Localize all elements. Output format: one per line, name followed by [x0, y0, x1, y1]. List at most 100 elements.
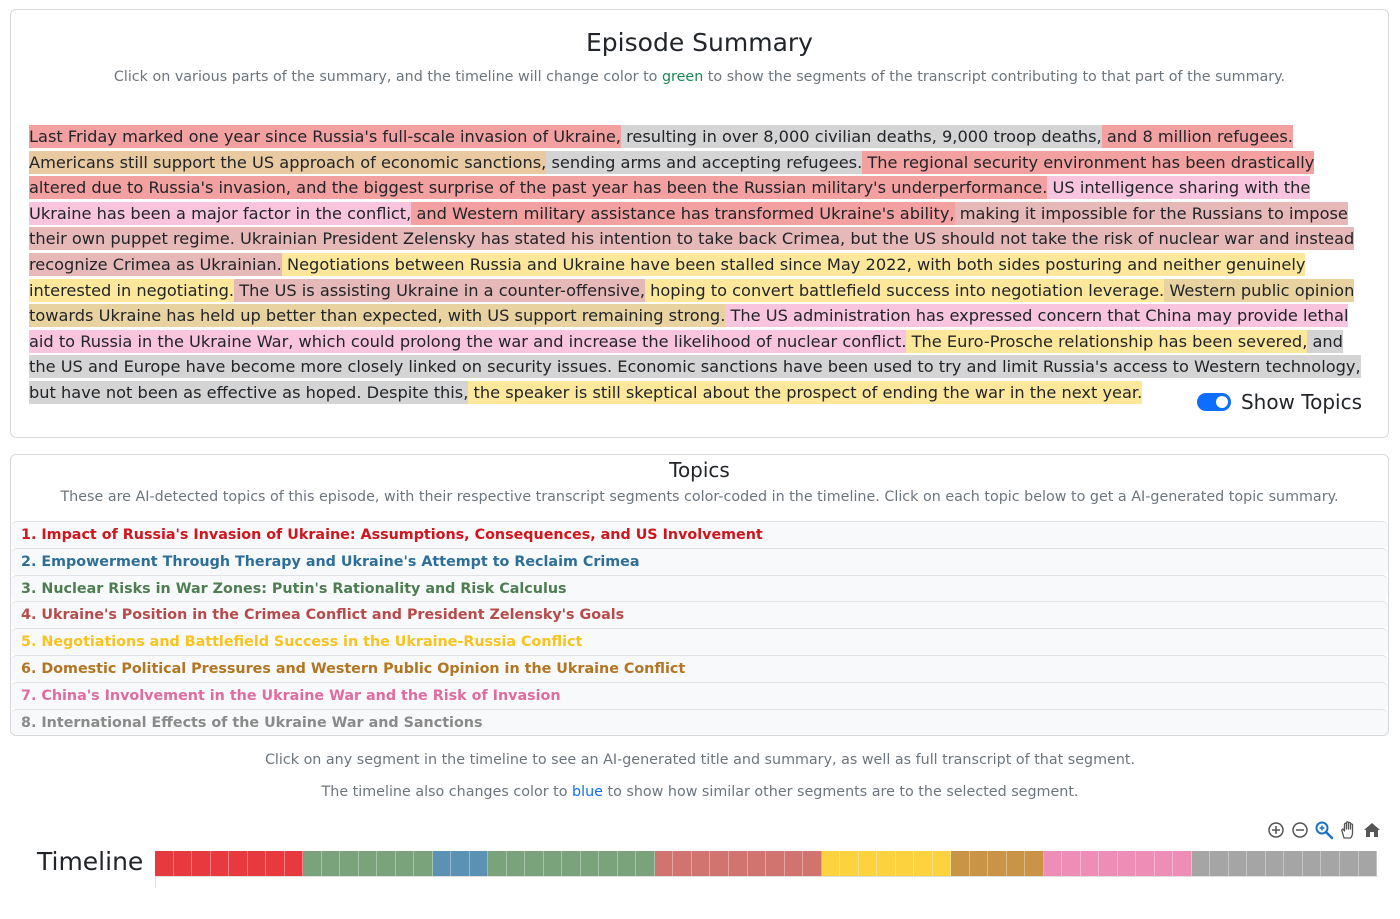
summary-text: Last Friday marked one year since Russia…: [29, 124, 1372, 406]
zoom-select-icon[interactable]: [1314, 820, 1334, 840]
timeline-segment[interactable]: [173, 851, 193, 876]
timeline-segment[interactable]: [1210, 851, 1229, 876]
timeline-segment[interactable]: [636, 851, 655, 876]
timeline-segment[interactable]: [284, 851, 304, 876]
timeline-segment[interactable]: [1154, 851, 1174, 876]
timeline-segment[interactable]: [469, 851, 489, 876]
timeline-segment[interactable]: [1191, 851, 1211, 876]
timeline-segment[interactable]: [691, 851, 711, 876]
timeline-segment[interactable]: [840, 851, 859, 876]
show-topics-toggle-wrap: Show Topics: [1196, 390, 1362, 414]
zoom-in-icon[interactable]: [1266, 820, 1286, 840]
timeline-segment[interactable]: [543, 851, 563, 876]
timeline-segment[interactable]: [766, 851, 785, 876]
toggle-knob: [1215, 396, 1228, 408]
timeline-segment[interactable]: [988, 851, 1007, 876]
timeline-segment[interactable]: [321, 851, 341, 876]
timeline-segment[interactable]: [1099, 851, 1118, 876]
topics-card: Topics These are AI-detected topics of t…: [10, 454, 1389, 736]
timeline-segment[interactable]: [728, 851, 748, 876]
show-topics-toggle[interactable]: [1196, 393, 1231, 411]
timeline-segment[interactable]: [1265, 851, 1285, 876]
zoom-out-icon[interactable]: [1290, 820, 1310, 840]
summary-segment[interactable]: the speaker is still skeptical about the…: [468, 380, 1143, 404]
topic-item[interactable]: 5. Negotiations and Battlefield Success …: [11, 628, 1388, 655]
summary-segment[interactable]: hoping to convert battlefield success in…: [644, 278, 1165, 302]
timeline-segment[interactable]: [1358, 851, 1378, 876]
timeline-segment[interactable]: [247, 851, 267, 876]
timeline-segment[interactable]: [1136, 851, 1155, 876]
topic-item[interactable]: 6. Domestic Political Pressures and West…: [11, 654, 1388, 682]
timeline-segment[interactable]: [895, 851, 915, 876]
timeline-segment[interactable]: [155, 851, 174, 876]
summary-segment[interactable]: and Western military assistance has tran…: [411, 201, 955, 225]
timeline-segment[interactable]: [1080, 851, 1100, 876]
timeline-segment[interactable]: [673, 851, 692, 876]
timeline-segment[interactable]: [617, 851, 637, 876]
timeline-segment[interactable]: [358, 851, 378, 876]
timeline-segment[interactable]: [877, 851, 896, 876]
topic-item[interactable]: 7. China's Involvement in the Ukraine Wa…: [11, 681, 1388, 709]
timeline-segment[interactable]: [803, 851, 822, 876]
timeline-segment[interactable]: [858, 851, 878, 876]
timeline-segment[interactable]: [432, 851, 452, 876]
topic-item[interactable]: 1. Impact of Russia's Invasion of Ukrain…: [11, 521, 1388, 548]
timeline-segment[interactable]: [229, 851, 248, 876]
timeline-segment[interactable]: [1117, 851, 1137, 876]
pan-hand-icon[interactable]: [1338, 820, 1358, 840]
timeline-segment[interactable]: [580, 851, 600, 876]
timeline-segment[interactable]: [525, 851, 544, 876]
timeline-segment[interactable]: [1302, 851, 1322, 876]
timeline-segment[interactable]: [506, 851, 526, 876]
timeline-segment[interactable]: [710, 851, 729, 876]
summary-segment[interactable]: and 8 million refugees.: [1101, 125, 1293, 148]
timeline-segment[interactable]: [1006, 851, 1026, 876]
timeline-segment[interactable]: [951, 851, 970, 876]
summary-segment[interactable]: sending arms and accepting refugees.: [546, 150, 863, 174]
timeline-segment[interactable]: [192, 851, 211, 876]
timeline-color-note-text: The timeline also changes color to: [321, 784, 573, 800]
home-icon[interactable]: [1362, 820, 1382, 840]
timeline-segment[interactable]: [1043, 851, 1063, 876]
topic-item[interactable]: 3. Nuclear Risks in War Zones: Putin's R…: [11, 574, 1388, 602]
timeline-segment[interactable]: [1247, 851, 1266, 876]
topic-item[interactable]: 4. Ukraine's Position in the Crimea Conf…: [11, 601, 1388, 629]
timeline-segment[interactable]: [969, 851, 989, 876]
topic-item[interactable]: 2. Empowerment Through Therapy and Ukrai…: [11, 547, 1388, 575]
topic-item[interactable]: 8. International Effects of the Ukraine …: [11, 708, 1388, 736]
timeline-segment[interactable]: [932, 851, 952, 876]
timeline-segment[interactable]: [303, 851, 322, 876]
timeline-instructions: Click on any segment in the timeline to …: [264, 752, 1136, 768]
timeline-segment[interactable]: [914, 851, 933, 876]
timeline-segment[interactable]: [395, 851, 415, 876]
timeline-segment[interactable]: [654, 851, 674, 876]
timeline-segment[interactable]: [1173, 851, 1192, 876]
timeline-segment[interactable]: [1321, 851, 1340, 876]
green-word: green: [661, 69, 704, 85]
blue-word: blue: [572, 784, 603, 800]
timeline-segment[interactable]: [414, 851, 433, 876]
timeline-segment[interactable]: [210, 851, 230, 876]
timeline-segment[interactable]: [784, 851, 804, 876]
timeline-segment[interactable]: [747, 851, 767, 876]
timeline-segment[interactable]: [1284, 851, 1303, 876]
timeline-segment[interactable]: [1228, 851, 1248, 876]
summary-segment[interactable]: Last Friday marked one year since Russia…: [29, 125, 621, 148]
timeline-toolbar: [1266, 820, 1382, 840]
timeline-segment[interactable]: [488, 851, 507, 876]
timeline-segment[interactable]: [599, 851, 618, 876]
timeline-segment[interactable]: [1340, 851, 1359, 876]
timeline-segment[interactable]: [451, 851, 470, 876]
timeline-segment[interactable]: [821, 851, 841, 876]
topics-title: Topics: [669, 458, 730, 482]
summary-segment[interactable]: Americans still support the US approach …: [29, 150, 547, 174]
summary-segment[interactable]: resulting in over 8,000 civilian deaths,…: [620, 125, 1102, 148]
timeline-segment[interactable]: [266, 851, 285, 876]
timeline-segment[interactable]: [1025, 851, 1044, 876]
timeline-segment[interactable]: [377, 851, 396, 876]
timeline-segment[interactable]: [340, 851, 359, 876]
timeline-segment[interactable]: [1062, 851, 1081, 876]
timeline-segment[interactable]: [562, 851, 581, 876]
summary-segment[interactable]: The Euro-Prosche relationship has been s…: [906, 329, 1308, 353]
summary-segment[interactable]: The US is assisting Ukraine in a counter…: [234, 278, 645, 302]
